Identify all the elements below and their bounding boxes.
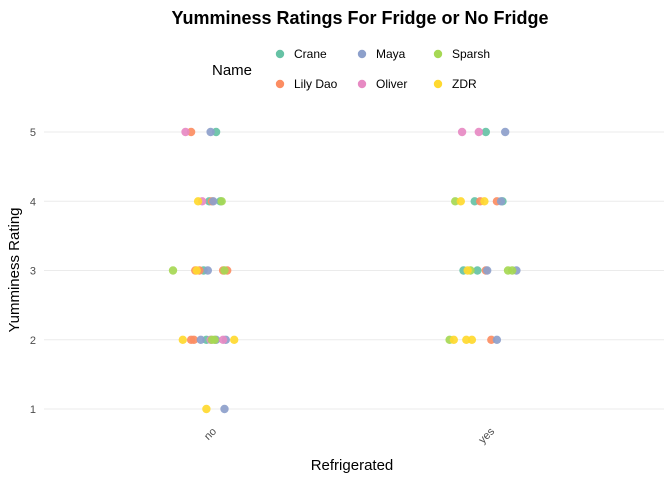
x-tick-label: yes (477, 425, 498, 446)
legend-label: Maya (376, 47, 406, 61)
data-point (192, 266, 201, 275)
gridlines (44, 131, 664, 410)
legend-key (433, 79, 443, 89)
legend-title: Name (212, 62, 252, 79)
data-point (481, 127, 490, 137)
data-point (456, 197, 465, 206)
data-point (217, 197, 226, 206)
legend-key (275, 79, 285, 89)
legend-label: Lily Dao (294, 77, 338, 91)
y-tick-label: 4 (30, 196, 36, 208)
legend-entry: Lily Dao (275, 77, 338, 91)
data-point (483, 266, 492, 275)
legend-key (433, 49, 443, 59)
data-point (196, 335, 205, 344)
data-point (480, 197, 489, 206)
x-axis-ticks: no yes (202, 425, 497, 446)
data-point (496, 197, 506, 206)
data-point (181, 127, 190, 137)
legend-entry: Oliver (357, 77, 407, 91)
data-point (209, 197, 218, 206)
legend: Name Crane Lily Dao Maya Oliver Sparsh ZDR (212, 47, 490, 91)
data-point (508, 266, 517, 275)
data-point (474, 127, 483, 137)
data-point (463, 266, 472, 275)
y-tick-label: 2 (30, 335, 36, 347)
y-tick-label: 5 (30, 127, 36, 139)
data-point (203, 266, 212, 275)
data-point (168, 266, 178, 275)
legend-label: Oliver (376, 77, 407, 91)
data-point (186, 335, 196, 344)
data-point (467, 335, 477, 344)
data-point (473, 266, 482, 275)
data-point (492, 335, 502, 344)
legend-entry: Maya (357, 47, 406, 61)
data-point (193, 197, 203, 206)
legend-label: Sparsh (452, 47, 490, 61)
y-tick-label: 1 (30, 404, 36, 416)
data-point (178, 335, 187, 344)
legend-key (275, 49, 285, 59)
legend-key (357, 79, 367, 89)
legend-key (357, 49, 367, 59)
y-axis-title: Yumminess Rating (6, 207, 23, 332)
legend-entry: Sparsh (433, 47, 490, 61)
x-tick-label: no (202, 426, 219, 443)
legend-entry: Crane (275, 47, 327, 61)
data-point (449, 335, 458, 344)
y-tick-label: 3 (30, 266, 36, 278)
data-point (210, 335, 219, 344)
data-point (457, 127, 467, 137)
data-point (501, 127, 510, 137)
data-points (168, 127, 521, 414)
chart-title: Yumminess Ratings For Fridge or No Fridg… (171, 8, 548, 28)
x-axis-title: Refrigerated (311, 457, 394, 474)
data-point (218, 335, 228, 344)
data-point (206, 127, 215, 137)
data-point (230, 335, 239, 344)
legend-items: Crane Lily Dao Maya Oliver Sparsh ZDR (275, 47, 490, 91)
y-axis-ticks: 1 2 3 4 5 (30, 127, 36, 416)
data-point (220, 404, 229, 414)
data-point (202, 404, 211, 414)
legend-label: Crane (294, 47, 327, 61)
legend-label: ZDR (452, 77, 477, 91)
data-point (220, 266, 229, 275)
legend-entry: ZDR (433, 77, 477, 91)
